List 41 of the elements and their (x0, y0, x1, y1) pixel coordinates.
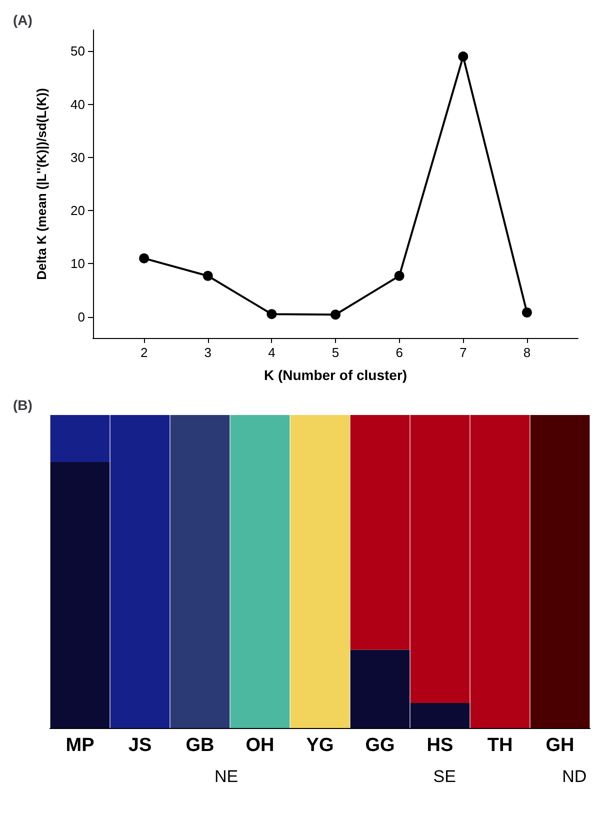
bar (230, 415, 290, 728)
x-tick-label: GG (365, 735, 395, 756)
y-tick-label: 20 (70, 203, 85, 218)
point (458, 52, 468, 62)
y-tick-label: 30 (70, 150, 85, 165)
x-tick-label: GH (546, 735, 574, 756)
x-tick-label: 3 (204, 345, 212, 360)
y-tick-label: 50 (70, 44, 85, 59)
point (394, 270, 404, 281)
point (266, 309, 277, 320)
y-tick-label: 0 (78, 309, 85, 324)
x-tick-label: 8 (523, 345, 531, 360)
text: ND (562, 767, 587, 786)
y-tick-label: 40 (70, 96, 85, 112)
point (202, 270, 213, 281)
bar (290, 415, 350, 728)
y-axis-title: Delta K (mean (|L''(K)|)/sd(L(K)) (34, 88, 49, 280)
x-tick-label: 2 (140, 345, 148, 360)
x-tick-label: JS (128, 735, 152, 756)
x-tick-label: 4 (268, 345, 276, 360)
x-tick-label: OH (246, 735, 274, 756)
chart-title: (B) (13, 397, 32, 413)
text: SE (433, 767, 456, 786)
chart-title: (A) (13, 12, 32, 28)
x-axis-title: K (Number of cluster) (264, 367, 408, 383)
point (330, 310, 340, 320)
x-tick-label: HS (426, 735, 454, 756)
x-tick-label: 6 (396, 345, 403, 360)
text: NE (214, 767, 238, 786)
bar (530, 415, 590, 728)
x-tick-label: 5 (332, 345, 340, 360)
y-tick-label: 10 (70, 256, 85, 272)
x-tick-label: 7 (460, 345, 467, 360)
x-tick-label: YG (306, 735, 334, 756)
x-tick-label: MP (66, 735, 95, 756)
x-tick-label: GB (186, 735, 214, 756)
point (139, 253, 150, 264)
x-tick-label: TH (487, 735, 513, 756)
bar (170, 415, 230, 728)
bar (50, 462, 110, 728)
point (522, 308, 532, 318)
